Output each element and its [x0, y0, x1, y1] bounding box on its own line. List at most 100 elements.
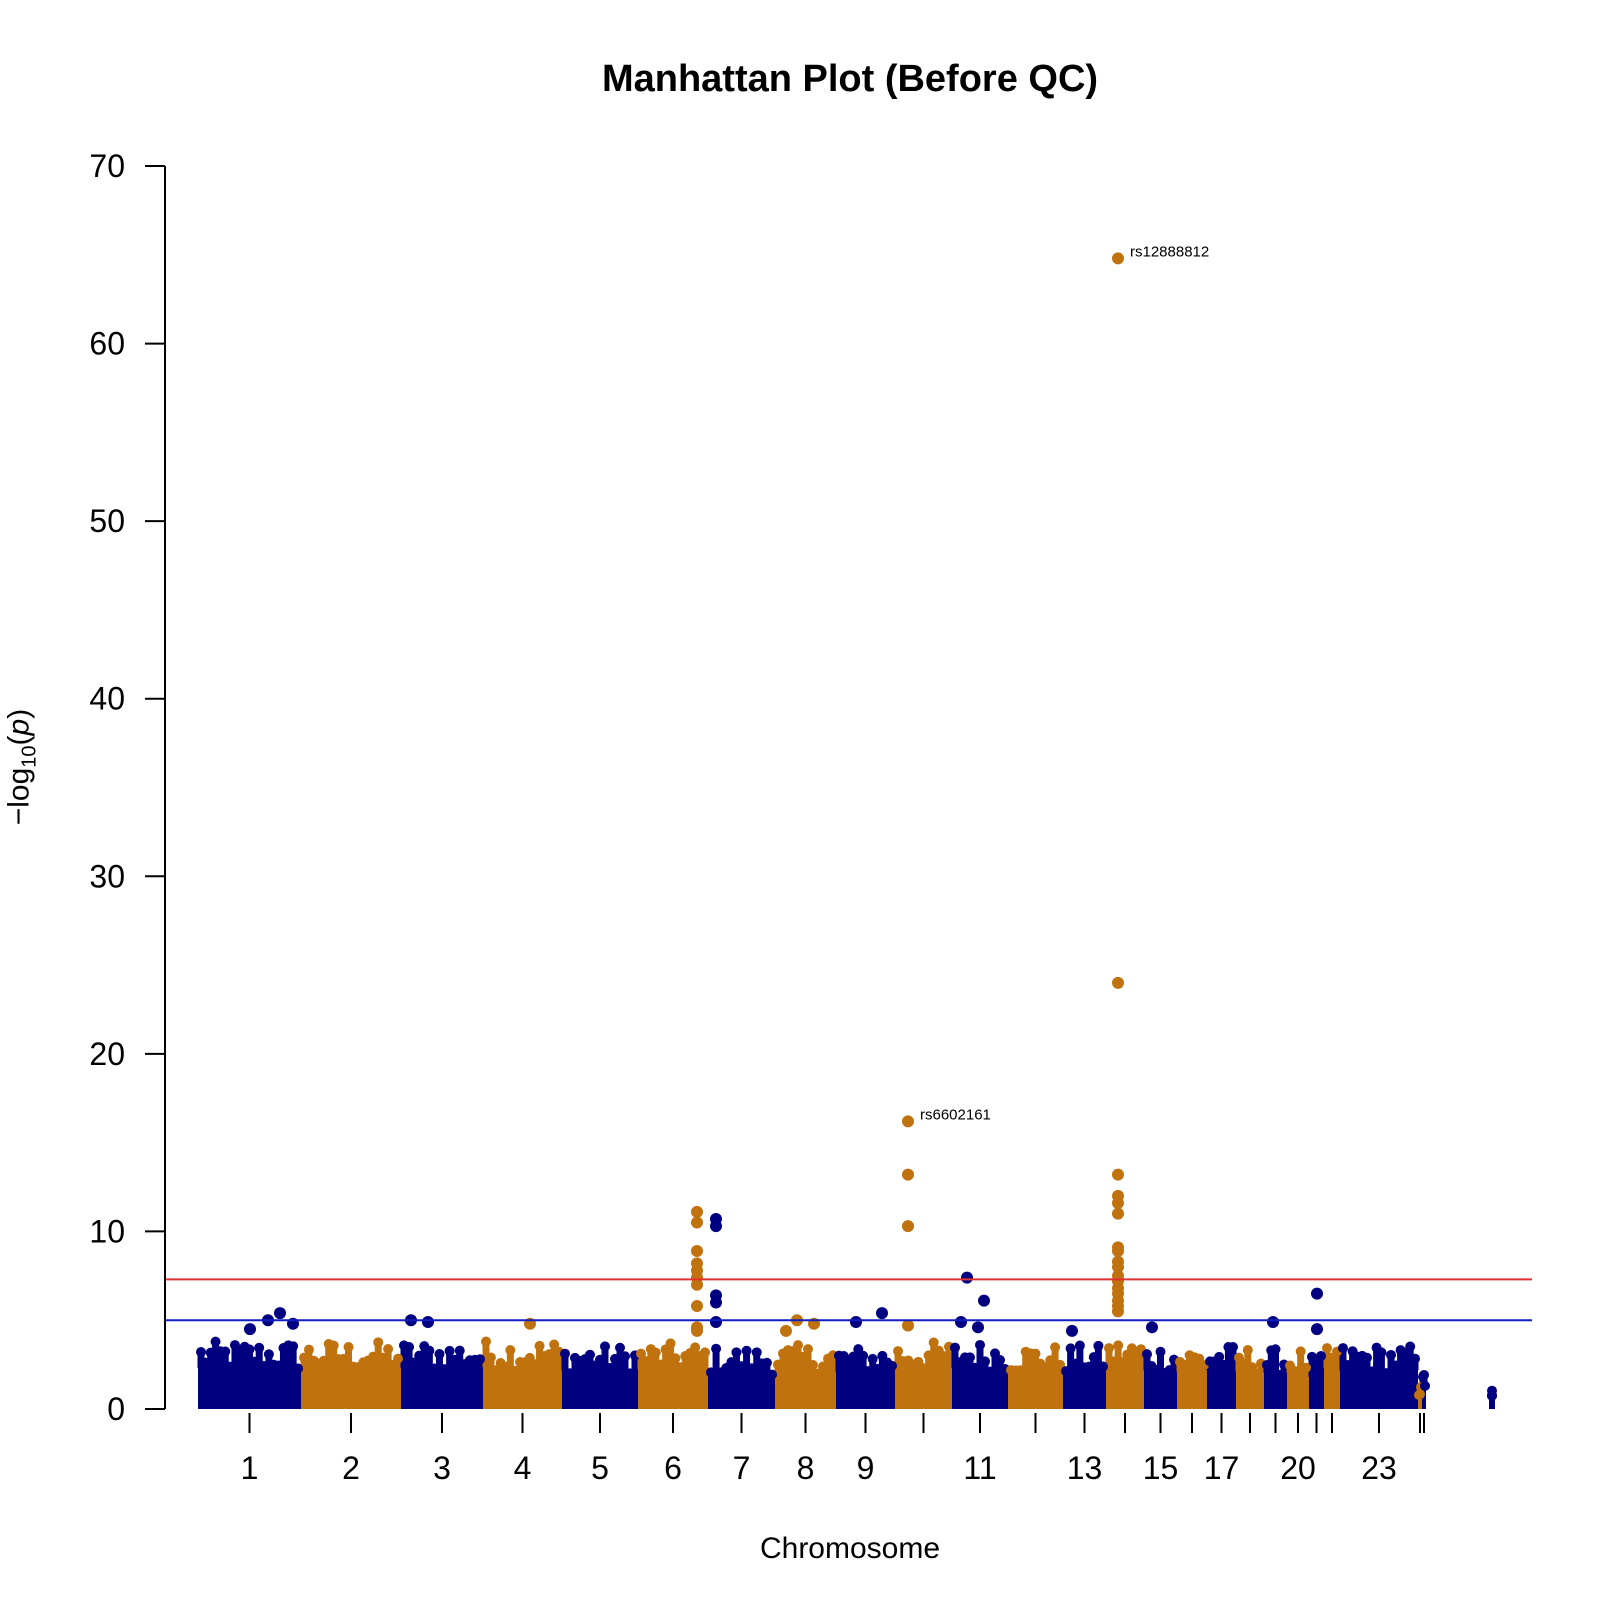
snp-point-highlight [955, 1315, 967, 1328]
snp-point [259, 1361, 270, 1372]
snp-point-highlight [1112, 1305, 1124, 1318]
snp-point [485, 1352, 496, 1363]
snp-point [1030, 1348, 1041, 1359]
snp-annotation-label: rs6602161 [920, 1106, 991, 1123]
x-tick-label: 9 [857, 1450, 875, 1486]
snp-point [318, 1355, 329, 1366]
snp-point [985, 1366, 995, 1377]
y-tick-label: 10 [89, 1213, 125, 1249]
snp-point [1117, 1356, 1128, 1367]
snp-point-highlight [972, 1321, 984, 1334]
chart-title: Manhattan Plot (Before QC) [601, 58, 1099, 100]
snp-point [858, 1350, 869, 1361]
snp-point [736, 1361, 747, 1372]
snp-point [544, 1349, 555, 1360]
snp-point [1238, 1358, 1249, 1369]
snp-point [490, 1365, 501, 1376]
y-axis: 0 10 20 30 40 50 60 70 [89, 148, 166, 1427]
threshold-lines [165, 1278, 1532, 1322]
snp-point-highlight [710, 1296, 722, 1309]
snp-point-highlight [691, 1324, 703, 1337]
snp-point [293, 1363, 303, 1374]
snp-point [950, 1342, 960, 1353]
snp-point [1274, 1369, 1285, 1380]
y-tick-label: 50 [89, 503, 125, 539]
x-tick-label: 2 [342, 1450, 360, 1486]
snp-point [615, 1342, 625, 1353]
snp-point [439, 1364, 450, 1375]
snp-point [1151, 1364, 1161, 1375]
snp-point-highlight [1112, 1197, 1124, 1210]
snp-point [726, 1357, 737, 1368]
chromosome-23-band [1340, 1369, 1418, 1409]
snp-point [1214, 1351, 1225, 1362]
snp-point [1410, 1353, 1420, 1364]
snp-point-highlight [1112, 976, 1124, 989]
snp-point [1098, 1361, 1108, 1372]
snp-point [600, 1341, 610, 1352]
snp-point-highlight [1066, 1324, 1078, 1337]
snp-point [867, 1353, 878, 1364]
snp-point [620, 1351, 630, 1362]
x-tick-label: 7 [733, 1450, 751, 1486]
snp-point [1065, 1343, 1076, 1354]
snp-point [700, 1347, 710, 1358]
chromosome-24-band [1418, 1394, 1422, 1409]
snp-point [640, 1356, 651, 1367]
snp-point [404, 1342, 415, 1353]
snp-point [761, 1357, 772, 1368]
snp-point [200, 1357, 211, 1368]
chromosome-8-band [775, 1369, 836, 1409]
snp-point [813, 1368, 823, 1379]
snp-point [893, 1346, 903, 1357]
snp-point [711, 1343, 722, 1354]
chromosome-20-band [1287, 1371, 1309, 1409]
snp-point [343, 1341, 354, 1352]
snp-point [1108, 1356, 1119, 1367]
snp-point-highlight [902, 1220, 914, 1233]
chromosome-21-band [1309, 1375, 1324, 1409]
snp-point [793, 1340, 803, 1351]
snp-points [196, 252, 1497, 1401]
x-axis: 1 2 3 4 5 6 7 8 9 11 13 15 17 20 23 [241, 1413, 1425, 1486]
snp-point-highlight [961, 1271, 973, 1284]
snp-point [862, 1366, 873, 1377]
snp-point [655, 1359, 666, 1370]
snp-point-highlight [1112, 252, 1124, 265]
snp-point-highlight [902, 1168, 914, 1181]
chromosome-15-band [1144, 1369, 1177, 1409]
snp-point [1045, 1355, 1056, 1366]
chromosome-25-band [1422, 1386, 1426, 1409]
snp-point [690, 1342, 701, 1353]
chromosome-3-band [401, 1367, 483, 1409]
snp-point [803, 1344, 813, 1355]
snp-point-highlight [1112, 1244, 1124, 1257]
chromosome-16-band [1177, 1370, 1207, 1409]
snp-point [1290, 1366, 1301, 1377]
snp-point [429, 1363, 440, 1374]
snp-point [1322, 1343, 1332, 1354]
snp-point [244, 1344, 255, 1355]
x-axis-label: Chromosome [759, 1532, 941, 1565]
snp-point [798, 1351, 808, 1362]
snp-point [585, 1349, 595, 1360]
snp-point-highlight [691, 1278, 703, 1291]
snp-point [1390, 1360, 1401, 1371]
snp-point-highlight [1311, 1287, 1323, 1300]
snp-point [1295, 1346, 1306, 1357]
snp-point [595, 1354, 605, 1365]
snp-point [918, 1363, 929, 1374]
chromosome-12-band [1008, 1369, 1063, 1409]
snp-point [1084, 1361, 1095, 1372]
snp-point [923, 1350, 934, 1361]
x-tick-label: 17 [1204, 1450, 1240, 1486]
x-tick-label: 23 [1361, 1450, 1397, 1486]
annotations: rs12888812 rs6602161 [920, 243, 1209, 1123]
snp-point [383, 1344, 394, 1355]
chromosome-22-band [1324, 1367, 1340, 1409]
snp-point [751, 1347, 762, 1358]
snp-point-highlight [902, 1319, 914, 1332]
snp-point [1155, 1346, 1166, 1357]
snp-point [1386, 1349, 1396, 1360]
snp-point [1414, 1390, 1424, 1401]
